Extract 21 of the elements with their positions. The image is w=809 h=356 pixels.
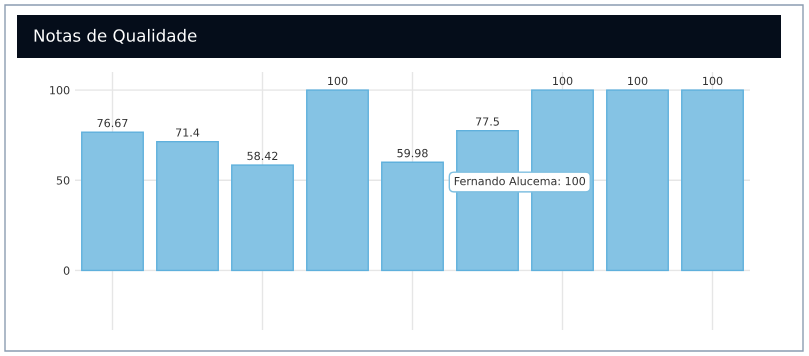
y-tick-label: 100 bbox=[50, 86, 70, 94]
bar bbox=[606, 89, 669, 272]
y-tick-label: 50 bbox=[56, 176, 70, 185]
data-label: 59.98 bbox=[397, 148, 428, 158]
bar bbox=[81, 131, 144, 272]
bar bbox=[231, 164, 294, 272]
annotation: Fernando Alucema: 100 bbox=[454, 176, 586, 186]
chart-title: Notas de Qualidade bbox=[34, 28, 196, 44]
data-label: 100 bbox=[628, 76, 648, 86]
data-label: 76.67 bbox=[98, 118, 128, 128]
bar bbox=[156, 140, 219, 272]
bar bbox=[681, 89, 744, 272]
data-label: 58.42 bbox=[247, 152, 278, 160]
data-label: 100 bbox=[553, 76, 572, 86]
bar bbox=[306, 89, 369, 272]
data-label: 77.5 bbox=[476, 117, 499, 126]
bar bbox=[381, 162, 444, 272]
data-label: 71.4 bbox=[176, 128, 200, 137]
y-tick-label: 0 bbox=[64, 266, 70, 275]
data-label: 100 bbox=[328, 76, 348, 86]
data-label: 100 bbox=[703, 76, 722, 86]
